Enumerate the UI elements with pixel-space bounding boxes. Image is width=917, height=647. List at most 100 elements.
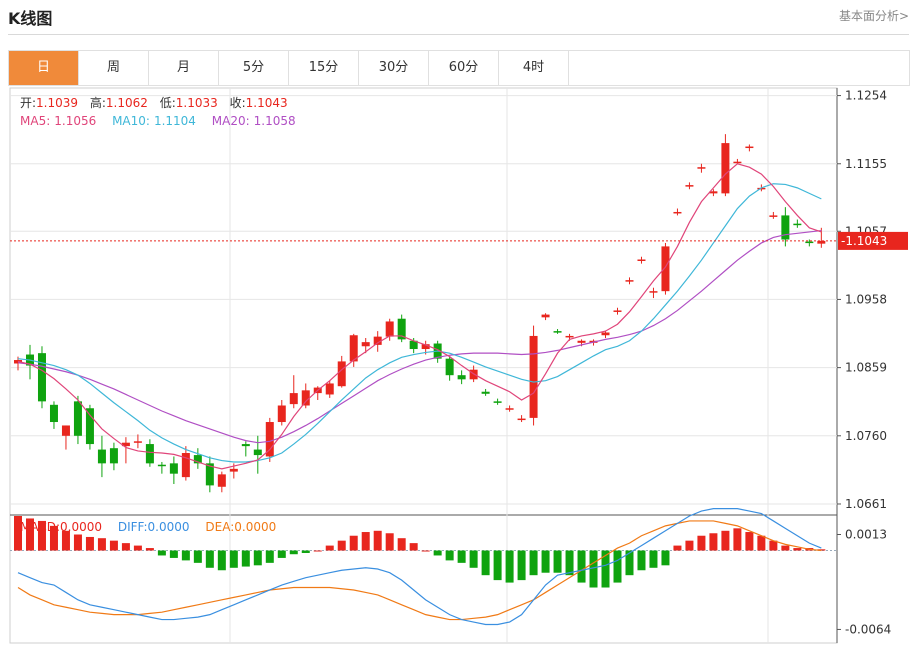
candle-body	[289, 393, 298, 405]
macd-bar	[493, 550, 502, 581]
macd-bar	[565, 550, 574, 576]
macd-bar	[613, 550, 622, 583]
macd-bar	[445, 550, 454, 561]
macd-bar	[145, 548, 154, 551]
y-tick-label: 1.0958	[845, 292, 887, 306]
macd-bar	[289, 550, 298, 555]
macd-bar	[553, 550, 562, 573]
y-tick-label: 1.1254	[845, 89, 887, 103]
chart-frame	[9, 87, 838, 644]
macd-bar	[685, 540, 694, 551]
macd-bar	[409, 543, 418, 551]
ma10-label: MA10:	[112, 114, 150, 128]
tab-4hour[interactable]: 4时	[499, 51, 569, 85]
macd-bar	[601, 550, 610, 588]
macd-bar	[577, 550, 586, 583]
macd-bar	[14, 516, 22, 551]
candle-body	[229, 468, 238, 472]
fundamental-analysis-link[interactable]: 基本面分析>	[838, 9, 909, 23]
candle-body	[409, 340, 418, 350]
macd-bar	[85, 536, 94, 551]
candle-body	[649, 291, 658, 293]
candle-body	[97, 449, 106, 464]
macd-bar	[37, 520, 46, 551]
macd-bar	[229, 550, 238, 568]
macd-bar	[433, 550, 442, 556]
close-label: 收:	[230, 96, 246, 110]
tab-month[interactable]: 月	[149, 51, 219, 85]
candlestick-series	[14, 134, 826, 493]
macd-panel: 0.0013 -0.0064	[10, 508, 891, 636]
macd-bar	[781, 545, 790, 551]
info-row-ma: MA5: 1.1056 MA10: 1.1104 MA20: 1.1058	[20, 114, 296, 128]
candle-body	[385, 321, 394, 337]
candle-body	[565, 335, 574, 338]
diff-value: 0.0000	[148, 520, 190, 534]
candle-body	[637, 259, 646, 261]
candle-body	[37, 353, 46, 402]
high-label: 高:	[90, 95, 106, 110]
macd-bar	[769, 540, 778, 551]
macd-bar	[697, 535, 706, 551]
macd-bar	[133, 545, 142, 551]
tab-30min[interactable]: 30分	[359, 51, 429, 85]
tab-week[interactable]: 周	[79, 51, 149, 85]
macd-bar	[349, 535, 358, 551]
candle-body	[445, 358, 454, 376]
macd-bar	[517, 550, 526, 581]
candle-body	[613, 310, 622, 312]
chart-grid	[9, 87, 838, 644]
candle-body	[241, 444, 250, 447]
candle-body	[73, 401, 82, 436]
candle-body	[457, 375, 466, 380]
ma10-value: 1.1104	[154, 114, 196, 128]
dea-line	[17, 520, 822, 621]
macd-bar	[205, 550, 214, 568]
candle-body	[169, 463, 178, 474]
macd-label: MACD:	[20, 520, 60, 534]
macd-bar	[97, 538, 106, 551]
macd-y-tick-label: -0.0064	[845, 622, 891, 636]
ma20-label: MA20:	[212, 114, 250, 128]
candle-body	[193, 455, 202, 464]
macd-bar	[25, 518, 34, 551]
candle-body	[805, 241, 814, 244]
macd-bar	[373, 530, 382, 551]
tab-15min[interactable]: 15分	[289, 51, 359, 85]
tab-day[interactable]: 日	[9, 51, 79, 85]
candle-body	[505, 408, 514, 410]
macd-bar	[337, 540, 346, 551]
macd-bar	[121, 543, 130, 551]
candle-body	[685, 185, 694, 187]
macd-bar	[169, 550, 178, 558]
dea-value: 0.0000	[234, 520, 276, 534]
candle-body	[205, 463, 214, 486]
candle-body	[625, 280, 634, 282]
macd-bar	[193, 550, 202, 563]
candle-body	[661, 246, 670, 292]
candle-body	[481, 391, 490, 394]
candle-body	[49, 404, 58, 423]
high-value: 1.1062	[106, 96, 148, 110]
macd-bar	[793, 548, 802, 551]
candle-body	[697, 167, 706, 169]
candle-body	[181, 453, 190, 478]
period-tabs: 日 周 月 5分 15分 30分 60分 4时	[8, 50, 910, 86]
y-tick-label: 1.0859	[845, 361, 887, 375]
macd-info-row: MACD:0.0000 DIFF:0.0000 DEA:0.0000	[20, 520, 276, 534]
macd-bar	[481, 550, 490, 576]
macd-bar	[253, 550, 262, 566]
macd-bar	[361, 532, 370, 551]
macd-bar	[457, 550, 466, 563]
candle-body	[85, 408, 94, 445]
candle-body	[145, 444, 154, 464]
macd-bar	[241, 550, 250, 567]
candle-body	[493, 401, 502, 403]
ma10-line	[17, 183, 822, 463]
candle-body	[325, 383, 334, 395]
tab-60min[interactable]: 60分	[429, 51, 499, 85]
tab-5min[interactable]: 5分	[219, 51, 289, 85]
low-label: 低:	[160, 96, 176, 110]
candle-body	[61, 425, 70, 436]
